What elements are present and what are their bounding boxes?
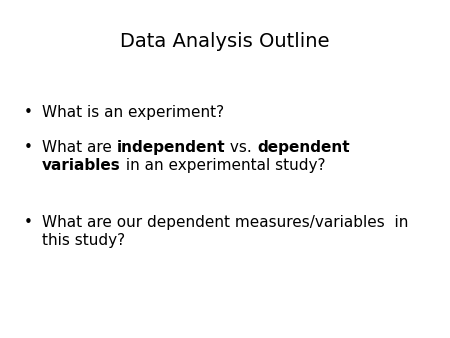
Text: variables: variables	[42, 158, 121, 173]
Text: Data Analysis Outline: Data Analysis Outline	[120, 32, 330, 51]
Text: this study?: this study?	[42, 233, 125, 248]
Text: vs.: vs.	[225, 140, 257, 155]
Text: What is an experiment?: What is an experiment?	[42, 105, 224, 120]
Text: •: •	[23, 140, 32, 155]
Text: •: •	[23, 215, 32, 230]
Text: dependent: dependent	[257, 140, 350, 155]
Text: independent: independent	[117, 140, 225, 155]
Text: What are our dependent measures/variables  in: What are our dependent measures/variable…	[42, 215, 409, 230]
Text: •: •	[23, 105, 32, 120]
Text: in an experimental study?: in an experimental study?	[121, 158, 325, 173]
Text: What are: What are	[42, 140, 117, 155]
